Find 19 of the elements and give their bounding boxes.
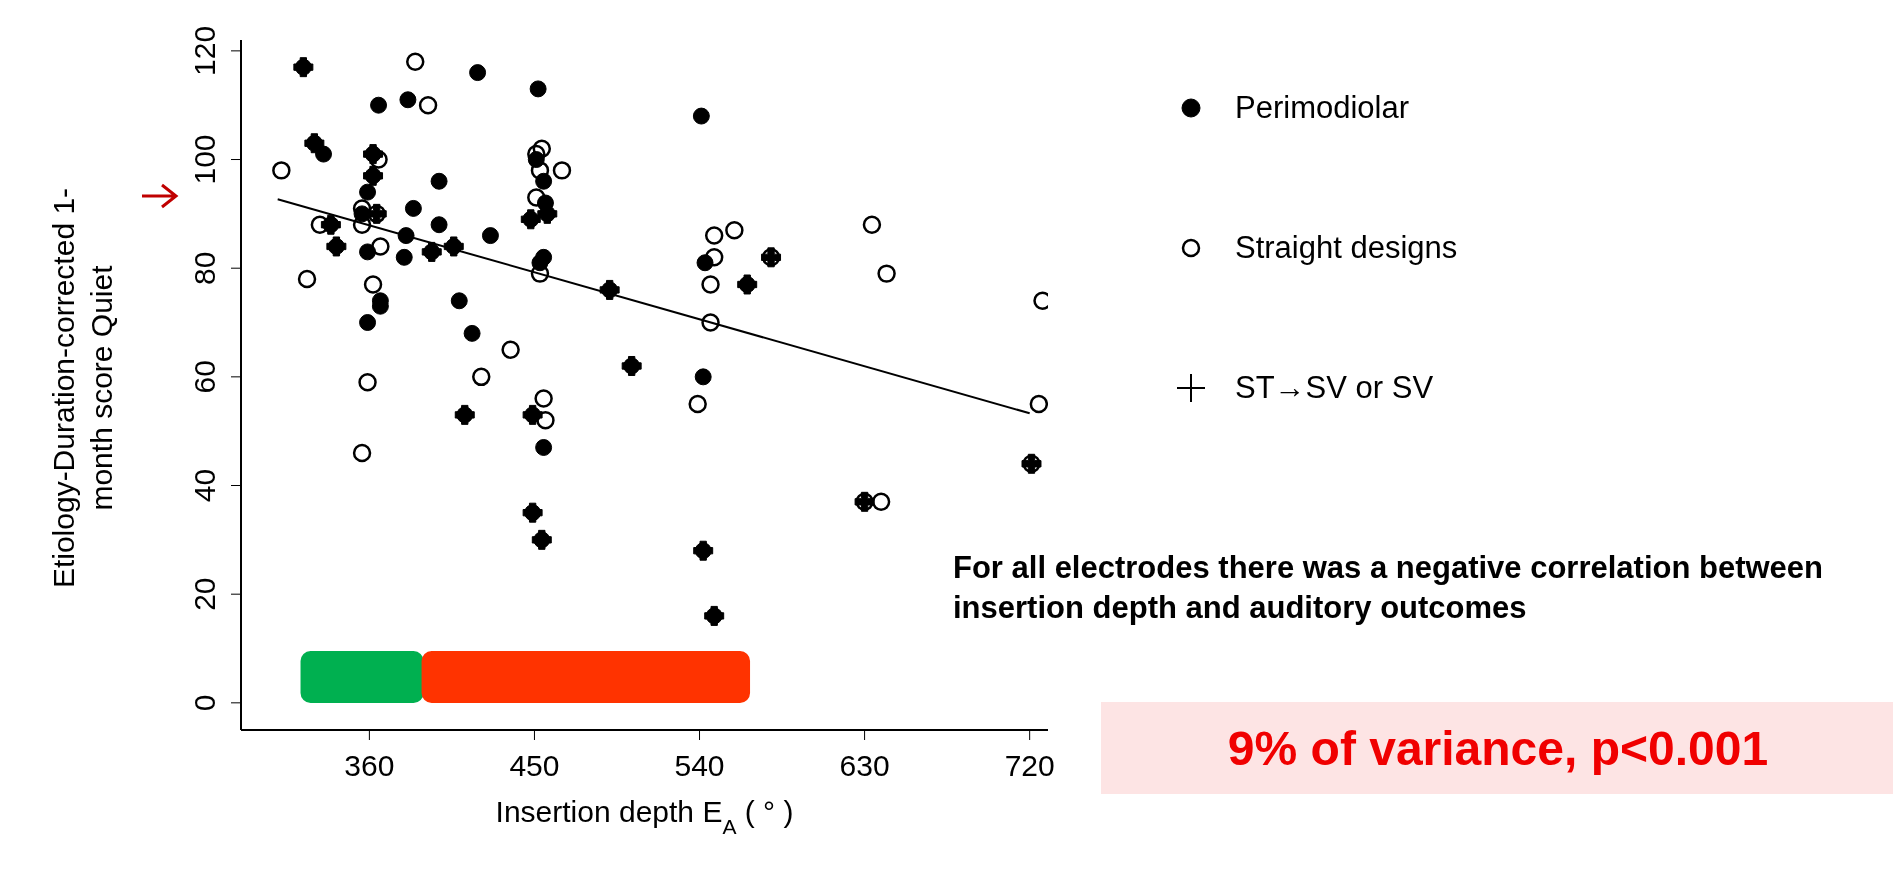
y-tick-label: 100 [188,134,221,185]
y-tick-label: 60 [188,360,221,394]
x-tick-label: 450 [509,749,560,782]
x-tick-label: 630 [839,749,890,782]
annotation: For all electrodes there was a negative correlation between insertion depth and auditory outcomes [953,549,1825,627]
legend-label: ST→SV or SV [1235,370,1434,406]
y-axis-title: Etiology-Duration-corrected 1-month score Quiet [46,186,119,591]
y-tick-label: 80 [188,251,221,285]
y-tick-label: 120 [188,25,221,76]
x-axis-title: Insertion depth E$_{A}$ ( ° ) [495,795,794,838]
y-tick-label: 40 [188,468,221,503]
y-tick-label: 0 [188,694,221,712]
legend-label: Straight designs [1235,230,1458,266]
legend-label: Perimodiolar [1235,90,1410,126]
y-tick-label: 20 [188,577,221,611]
x-tick-label: 360 [344,749,395,782]
x-tick-label: 720 [1004,749,1055,782]
text: 9% of variance, p<0.001 [1101,702,1893,794]
x-tick-label: 540 [674,749,725,782]
